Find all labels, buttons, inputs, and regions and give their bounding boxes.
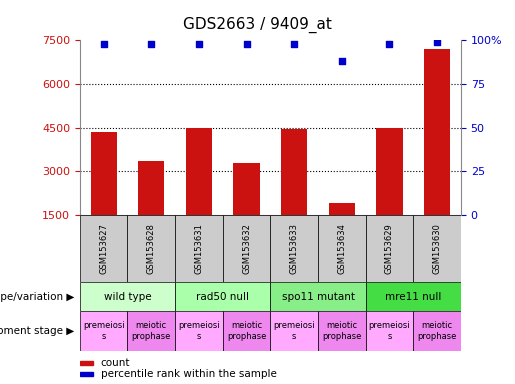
Text: premeiosi
s: premeiosi s [369, 321, 410, 341]
Bar [138, 161, 164, 215]
Text: rad50 null: rad50 null [196, 291, 249, 302]
Point [195, 41, 203, 47]
Point [147, 41, 156, 47]
Bar [175, 215, 222, 282]
Bar [281, 129, 307, 215]
Bar [175, 311, 222, 351]
Bar [366, 282, 461, 311]
Text: premeiosi
s: premeiosi s [83, 321, 125, 341]
Bar [222, 311, 270, 351]
Bar [329, 204, 355, 215]
Text: meiotic
prophase: meiotic prophase [227, 321, 266, 341]
Text: development stage ▶: development stage ▶ [0, 326, 75, 336]
Text: meiotic
prophase: meiotic prophase [418, 321, 457, 341]
Text: percentile rank within the sample: percentile rank within the sample [101, 369, 277, 379]
Text: wild type: wild type [104, 291, 151, 302]
Text: GSM153633: GSM153633 [290, 223, 299, 274]
Bar [366, 311, 413, 351]
Bar [80, 361, 93, 365]
Bar [186, 128, 212, 215]
Bar [80, 311, 128, 351]
Bar [270, 215, 318, 282]
Bar [128, 215, 175, 282]
Bar [222, 215, 270, 282]
Bar [80, 282, 175, 311]
Bar [270, 282, 366, 311]
Bar [413, 311, 461, 351]
Bar [424, 49, 450, 215]
Bar [80, 215, 128, 282]
Point [338, 58, 346, 65]
Text: meiotic
prophase: meiotic prophase [322, 321, 362, 341]
Text: GSM153627: GSM153627 [99, 223, 108, 274]
Text: GSM153629: GSM153629 [385, 223, 394, 274]
Text: mre11 null: mre11 null [385, 291, 441, 302]
Text: GSM153630: GSM153630 [433, 223, 441, 274]
Bar [318, 215, 366, 282]
Bar [413, 215, 461, 282]
Point [99, 41, 108, 47]
Text: genotype/variation ▶: genotype/variation ▶ [0, 291, 75, 302]
Bar [175, 282, 270, 311]
Point [385, 41, 393, 47]
Text: spo11 mutant: spo11 mutant [282, 291, 354, 302]
Point [433, 39, 441, 45]
Bar [270, 311, 318, 351]
Text: GSM153628: GSM153628 [147, 223, 156, 274]
Text: count: count [101, 358, 130, 368]
Bar [80, 372, 93, 376]
Point [290, 41, 298, 47]
Text: GDS2663 / 9409_at: GDS2663 / 9409_at [183, 17, 332, 33]
Bar [376, 128, 403, 215]
Text: premeiosi
s: premeiosi s [273, 321, 315, 341]
Bar [128, 311, 175, 351]
Text: GSM153634: GSM153634 [337, 223, 346, 274]
Text: GSM153631: GSM153631 [195, 223, 203, 274]
Bar [366, 215, 413, 282]
Text: GSM153632: GSM153632 [242, 223, 251, 274]
Bar [233, 163, 260, 215]
Text: meiotic
prophase: meiotic prophase [132, 321, 171, 341]
Bar [91, 132, 117, 215]
Point [243, 41, 251, 47]
Text: premeiosi
s: premeiosi s [178, 321, 220, 341]
Bar [318, 311, 366, 351]
